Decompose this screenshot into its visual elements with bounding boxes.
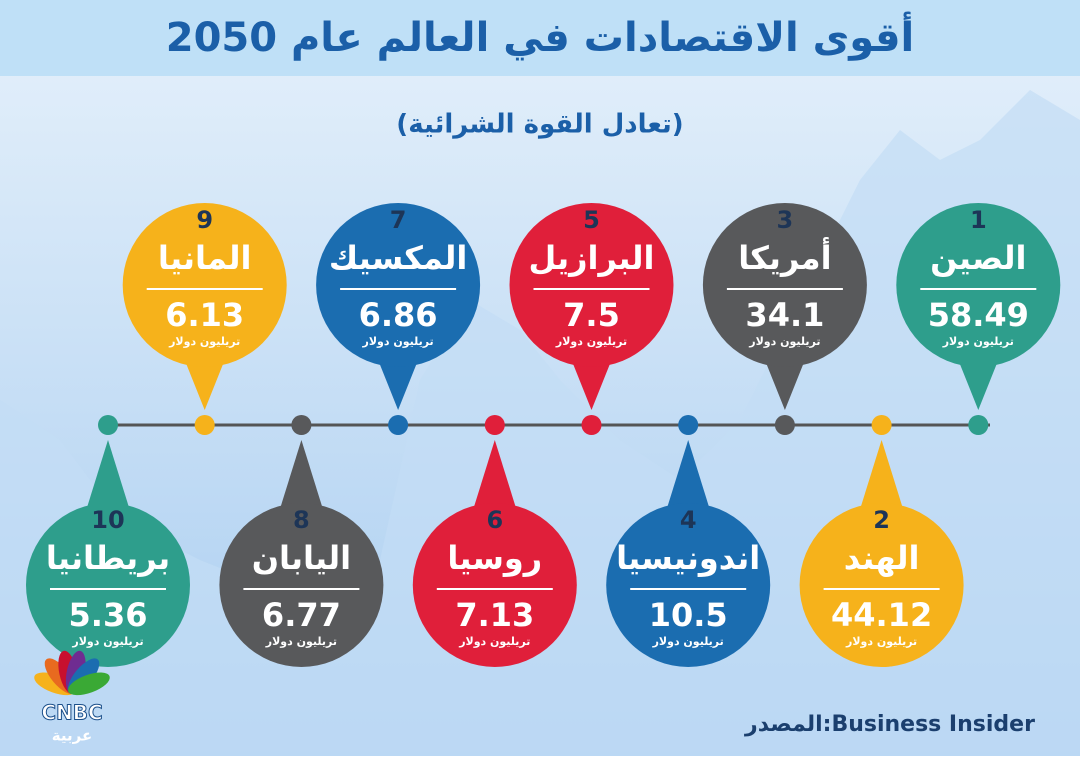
subtitle: (تعادل القوة الشرائية) bbox=[396, 110, 683, 140]
rank: 2 bbox=[873, 506, 890, 534]
unit: تريليون دولار bbox=[71, 635, 143, 648]
country: روسيا bbox=[447, 539, 542, 577]
rank: 6 bbox=[486, 506, 503, 534]
value: 44.12 bbox=[831, 596, 932, 634]
timeline-dot bbox=[581, 415, 602, 435]
country: اليابان bbox=[252, 539, 351, 577]
title: أقوى الاقتصادات في العالم عام 2050 bbox=[166, 11, 915, 61]
unit: تريليون دولار bbox=[168, 335, 240, 348]
bubble bbox=[509, 203, 674, 367]
header-bar bbox=[0, 0, 1080, 76]
rank: 4 bbox=[680, 506, 697, 534]
rank: 10 bbox=[91, 506, 124, 534]
logo-sub: عربية bbox=[52, 727, 92, 745]
source: المصدر:Business Insider bbox=[744, 712, 1035, 737]
bubble bbox=[896, 203, 1061, 367]
unit: تريليون دولار bbox=[845, 635, 917, 648]
timeline-dot bbox=[968, 415, 989, 435]
unit: تريليون دولار bbox=[748, 335, 820, 348]
bubble bbox=[702, 203, 867, 367]
country: أمريكا bbox=[738, 237, 831, 277]
value: 58.49 bbox=[928, 296, 1029, 334]
country: المكسيك bbox=[329, 239, 467, 277]
unit: تريليون دولار bbox=[361, 335, 433, 348]
value: 7.13 bbox=[455, 596, 534, 634]
value: 10.5 bbox=[649, 596, 728, 634]
timeline-dot bbox=[98, 415, 118, 435]
country: الصين bbox=[930, 239, 1026, 277]
unit: تريليون دولار bbox=[458, 635, 530, 648]
bubble bbox=[219, 503, 384, 667]
bubble bbox=[606, 503, 771, 667]
bubble bbox=[799, 503, 964, 667]
timeline-dot bbox=[871, 415, 892, 435]
rank: 1 bbox=[970, 206, 987, 234]
timeline-dot bbox=[194, 415, 215, 435]
value: 7.5 bbox=[563, 296, 620, 334]
rank: 9 bbox=[196, 206, 213, 234]
timeline-dot bbox=[388, 415, 409, 435]
rank: 7 bbox=[390, 206, 407, 234]
rank: 3 bbox=[777, 206, 794, 234]
unit: تريليون دولار bbox=[942, 335, 1014, 348]
value: 34.1 bbox=[745, 296, 824, 334]
bubble bbox=[412, 503, 577, 667]
timeline-dot bbox=[678, 415, 699, 435]
country: المانيا bbox=[158, 239, 252, 277]
logo-name: CNBC bbox=[41, 701, 102, 725]
logo: CNBC عربية bbox=[34, 650, 110, 745]
bubble bbox=[122, 203, 287, 367]
unit: تريليون دولار bbox=[265, 635, 337, 648]
bubble bbox=[26, 503, 190, 667]
timeline-dot bbox=[774, 415, 795, 435]
value: 5.36 bbox=[69, 596, 148, 634]
timeline-dot bbox=[291, 415, 312, 435]
rank: 5 bbox=[583, 206, 600, 234]
value: 6.13 bbox=[165, 296, 244, 334]
value: 6.77 bbox=[262, 596, 341, 634]
bubble bbox=[316, 203, 481, 367]
country: بريطانيا bbox=[46, 539, 170, 577]
country: اندونيسيا bbox=[616, 539, 760, 577]
country: الهند bbox=[844, 539, 920, 577]
unit: تريليون دولار bbox=[652, 635, 724, 648]
timeline-dot bbox=[484, 415, 505, 435]
value: 6.86 bbox=[359, 296, 438, 334]
country: البرازيل bbox=[529, 239, 655, 277]
rank: 8 bbox=[293, 506, 310, 534]
unit: تريليون دولار bbox=[555, 335, 627, 348]
